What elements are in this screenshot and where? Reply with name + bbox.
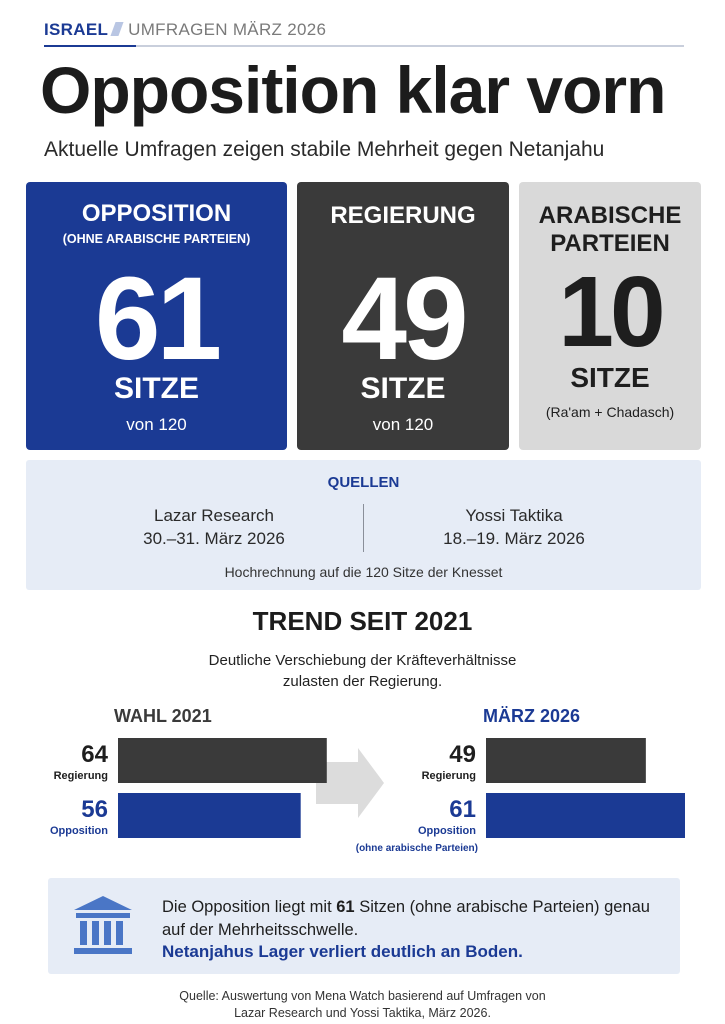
arab-parties-card: ARABISCHE PARTEIEN 10 SITZE (Ra'am + Cha…	[519, 182, 701, 450]
header-rule-accent	[44, 45, 136, 47]
bar-opposition	[118, 793, 301, 838]
page-subtitle: Aktuelle Umfragen zeigen stabile Mehrhei…	[44, 138, 605, 161]
source-credit-line2: Lazar Research und Yossi Taktika, März 2…	[234, 1006, 491, 1020]
arab-parties-detail: (Ra'am + Chadasch)	[545, 404, 675, 420]
bar-value: 64	[81, 741, 108, 768]
trend-title: TREND SEIT 2021	[252, 606, 473, 636]
source-name: Lazar Research	[153, 506, 274, 525]
sources-label: QUELLEN	[327, 474, 400, 491]
trend-subtitle: Deutliche Verschiebung der Kräfteverhält…	[0, 650, 725, 692]
bar-note: (ohne arabische Parteien)	[356, 843, 478, 854]
arab-seat-unit: SITZE	[570, 362, 650, 393]
source-credit: Quelle: Auswertung von Mena Watch basier…	[0, 988, 725, 1022]
bar-category-label: Opposition	[418, 825, 476, 837]
header-rule	[44, 45, 684, 47]
bar-regierung	[486, 738, 646, 783]
sources-footnote: Hochrechnung auf die 120 Sitze der Kness…	[224, 564, 503, 580]
bar-value: 61	[449, 796, 476, 823]
opposition-seat-count: 61	[94, 253, 222, 385]
group-label: WAHL 2021	[114, 706, 212, 726]
source-date: 30.–31. März 2026	[143, 529, 285, 548]
transition-arrow-icon	[316, 748, 384, 818]
group-label: MÄRZ 2026	[483, 706, 580, 726]
bar-category-label: Opposition	[50, 825, 108, 837]
source-taktika: Yossi Taktika 18.–19. März 2026	[364, 504, 664, 550]
opposition-card-title: OPPOSITION	[81, 200, 232, 227]
sources-divider	[363, 504, 364, 552]
government-card: REGIERUNG 49 SITZE von 120	[297, 182, 509, 450]
callout-text: Die Opposition liegt mit 61 Sitzen (ohne…	[162, 898, 650, 939]
government-seat-count: 49	[341, 253, 468, 385]
source-lazar: Lazar Research 30.–31. März 2026	[64, 504, 364, 550]
bar-opposition	[486, 793, 685, 838]
source-credit-line1: Quelle: Auswertung von Mena Watch basier…	[179, 989, 546, 1003]
callout-highlight: Netanjahus Lager verliert deutlich an Bo…	[162, 942, 523, 961]
arab-seat-count: 10	[558, 256, 665, 368]
summary-callout: Die Opposition liegt mit 61 Sitzen (ohne…	[48, 878, 680, 974]
sources-box: QUELLEN Lazar Research 30.–31. März 2026…	[26, 460, 701, 590]
bar-category-label: Regierung	[422, 770, 476, 782]
kicker: ISRAEL UMFRAGEN MÄRZ 2026	[44, 20, 326, 40]
source-date: 18.–19. März 2026	[443, 529, 585, 548]
opposition-seat-total: von 120	[126, 415, 187, 434]
arab-card-title-line1: ARABISCHE	[538, 202, 682, 229]
parliament-building-icon	[74, 896, 132, 954]
page-title: Opposition klar vorn	[40, 53, 666, 127]
arab-card-title-line2: PARTEIEN	[550, 230, 670, 257]
bar-category-label: Regierung	[54, 770, 108, 782]
government-seat-total: von 120	[372, 415, 434, 434]
bar-regierung	[118, 738, 327, 783]
bar-value: 56	[81, 796, 108, 823]
kicker-topic: UMFRAGEN MÄRZ 2026	[128, 20, 327, 39]
trend-subtitle-line2: zulasten der Regierung.	[282, 673, 443, 690]
opposition-card-note: (OHNE ARABISCHE PARTEIEN)	[62, 232, 251, 246]
kicker-country: ISRAEL	[44, 20, 109, 39]
bar-value: 49	[449, 741, 476, 768]
trend-subtitle-line1: Deutliche Verschiebung der Kräfteverhält…	[208, 652, 517, 669]
government-seat-unit: SITZE	[360, 372, 446, 405]
source-name: Yossi Taktika	[465, 506, 563, 525]
callout-seat-number: 61	[336, 898, 355, 916]
government-card-title: REGIERUNG	[330, 202, 476, 229]
opposition-card: OPPOSITION (OHNE ARABISCHE PARTEIEN) 61 …	[26, 182, 287, 450]
opposition-seat-unit: SITZE	[113, 372, 199, 405]
